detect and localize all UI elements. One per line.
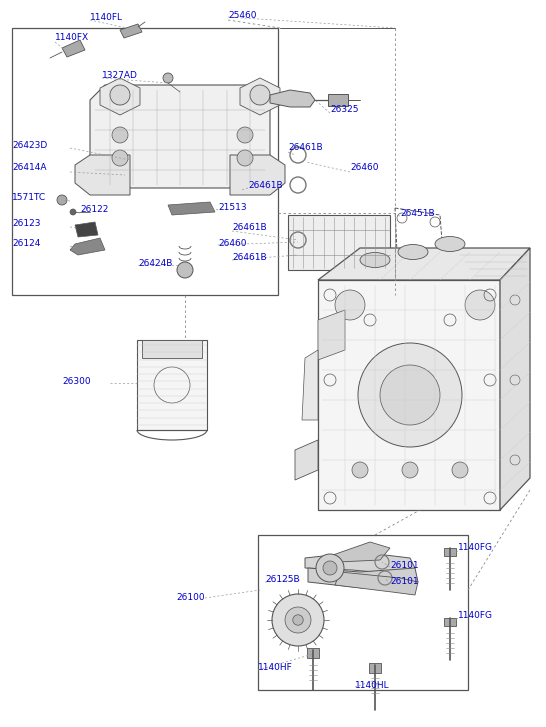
Circle shape	[250, 85, 270, 105]
Circle shape	[323, 561, 337, 575]
Text: 26461B: 26461B	[232, 223, 266, 233]
Text: 26101: 26101	[390, 561, 419, 569]
Text: 26460: 26460	[350, 164, 378, 172]
Text: 1140HL: 1140HL	[355, 680, 390, 689]
Circle shape	[285, 607, 311, 633]
Circle shape	[465, 290, 495, 320]
Text: 1571TC: 1571TC	[12, 193, 46, 203]
Text: 26123: 26123	[12, 220, 40, 228]
Text: 25460: 25460	[228, 10, 257, 20]
Circle shape	[237, 127, 253, 143]
Text: 26100: 26100	[176, 593, 205, 601]
Circle shape	[112, 127, 128, 143]
Polygon shape	[318, 280, 500, 510]
Text: 26414A: 26414A	[12, 164, 46, 172]
Circle shape	[316, 554, 344, 582]
Circle shape	[110, 85, 130, 105]
Text: 26461B: 26461B	[288, 143, 323, 153]
Circle shape	[163, 73, 173, 83]
Text: 1140FG: 1140FG	[458, 611, 493, 619]
Polygon shape	[295, 440, 318, 480]
Ellipse shape	[398, 244, 428, 260]
Circle shape	[335, 290, 365, 320]
Polygon shape	[270, 90, 315, 107]
Text: 1140FX: 1140FX	[55, 33, 89, 42]
Text: 26451B: 26451B	[400, 209, 435, 217]
Polygon shape	[318, 310, 345, 360]
Polygon shape	[335, 572, 418, 595]
Text: 26423D: 26423D	[12, 140, 48, 150]
Circle shape	[352, 462, 368, 478]
Text: 26122: 26122	[80, 206, 108, 214]
Circle shape	[402, 462, 418, 478]
Circle shape	[293, 615, 303, 625]
Circle shape	[70, 209, 76, 215]
Polygon shape	[230, 155, 285, 195]
Polygon shape	[75, 155, 130, 195]
Polygon shape	[302, 350, 318, 420]
Polygon shape	[308, 568, 418, 588]
Polygon shape	[305, 552, 415, 575]
Text: 1140FG: 1140FG	[458, 544, 493, 553]
Ellipse shape	[360, 252, 390, 268]
Polygon shape	[444, 618, 456, 626]
Polygon shape	[330, 542, 390, 562]
Bar	[288, 215, 390, 270]
Polygon shape	[318, 248, 530, 280]
Polygon shape	[444, 548, 456, 556]
Circle shape	[237, 150, 253, 166]
Circle shape	[380, 365, 440, 425]
Text: 26300: 26300	[62, 377, 91, 387]
Text: 1140FL: 1140FL	[90, 14, 123, 23]
Polygon shape	[120, 24, 142, 38]
Circle shape	[112, 150, 128, 166]
Bar	[258, 535, 468, 690]
Polygon shape	[75, 222, 98, 237]
Circle shape	[358, 343, 462, 447]
Text: 26460: 26460	[218, 238, 246, 247]
Polygon shape	[168, 202, 215, 215]
Polygon shape	[328, 94, 348, 106]
Polygon shape	[100, 78, 140, 115]
Text: 26461B: 26461B	[232, 254, 266, 262]
Text: 26101: 26101	[390, 577, 419, 587]
Bar	[12, 28, 278, 295]
Circle shape	[57, 195, 67, 205]
Circle shape	[452, 462, 468, 478]
Text: 21513: 21513	[218, 204, 247, 212]
Circle shape	[177, 262, 193, 278]
Polygon shape	[369, 663, 381, 673]
Text: 26124: 26124	[12, 238, 40, 247]
Text: 1140HF: 1140HF	[258, 664, 293, 672]
Polygon shape	[307, 648, 319, 658]
Ellipse shape	[435, 236, 465, 252]
Polygon shape	[62, 40, 85, 57]
Text: 26424B: 26424B	[138, 259, 173, 268]
Polygon shape	[500, 248, 530, 510]
Text: 26461B: 26461B	[248, 180, 283, 190]
Polygon shape	[90, 85, 270, 188]
Text: 26325: 26325	[330, 105, 359, 114]
Text: 1327AD: 1327AD	[102, 71, 138, 79]
Bar	[142, 340, 202, 358]
Bar	[137, 340, 207, 430]
Polygon shape	[70, 238, 105, 255]
Circle shape	[272, 594, 324, 646]
Polygon shape	[240, 78, 280, 115]
Text: 26125B: 26125B	[265, 576, 300, 585]
